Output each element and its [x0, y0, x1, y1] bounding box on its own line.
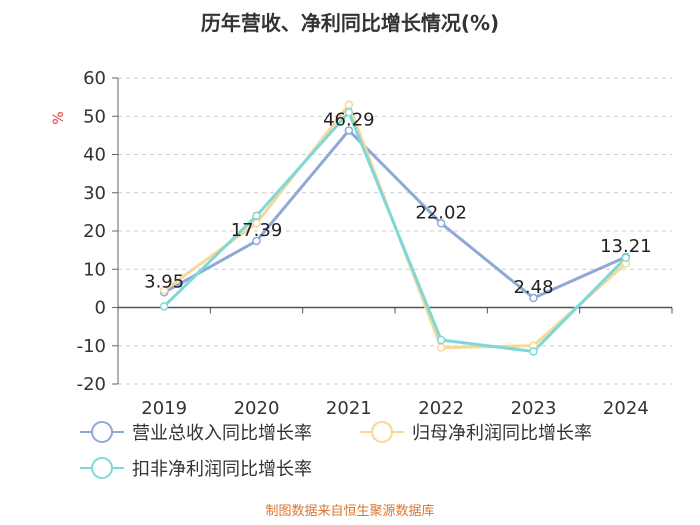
x-tick-label: 2021 [326, 398, 372, 419]
y-tick-label: 30 [83, 183, 106, 204]
x-tick-label: 2024 [603, 398, 649, 419]
data-label: 22.02 [415, 202, 467, 223]
data-labels: 3.95 17.39 46.29 22.02 2.48 13.21 [144, 109, 651, 298]
legend-marker [91, 457, 113, 479]
data-point[interactable] [344, 108, 354, 117]
legend-marker [91, 421, 113, 443]
y-tick-label: 60 [83, 68, 106, 89]
data-point[interactable] [159, 286, 169, 295]
data-label: 17.39 [231, 220, 283, 241]
y-tick-label: 10 [83, 259, 106, 280]
data-point[interactable] [436, 219, 446, 228]
data-label: 13.21 [600, 236, 652, 257]
x-tick-label: 2022 [418, 398, 464, 419]
legend-item-1[interactable]: 归母净利润同比增长率 [360, 421, 592, 444]
x-tick-label: 2023 [511, 398, 557, 419]
chart-title: 历年营收、净利同比增长情况(%) [201, 11, 499, 35]
legend-marker [371, 421, 393, 443]
source-note: 制图数据来自恒生聚源数据库 [265, 503, 434, 519]
data-point[interactable] [252, 211, 261, 220]
legend-label: 扣非净利润同比增长率 [132, 459, 312, 480]
data-point[interactable] [436, 335, 446, 345]
data-label: 2.48 [513, 277, 553, 298]
data-point[interactable] [252, 236, 261, 246]
data-label: 3.95 [144, 271, 184, 292]
series-line-0 [163, 128, 627, 300]
y-tick-label: 40 [83, 145, 106, 166]
legend-label: 营业总收入同比增长率 [132, 423, 312, 444]
axes: 60 50 40 30 20 10 0 -10 -20 2019 2020 2021 2022 2023 2… [77, 68, 673, 419]
data-label: 46.29 [323, 109, 375, 130]
legend-item-0[interactable]: 营业总收入同比增长率 [80, 421, 312, 444]
series-lines [163, 103, 627, 353]
y-tick-label: 50 [83, 106, 106, 127]
data-point[interactable] [159, 302, 169, 311]
data-point[interactable] [529, 347, 538, 356]
data-point[interactable] [529, 293, 538, 303]
legend-label: 归母净利润同比增长率 [412, 423, 592, 444]
data-point[interactable] [344, 100, 354, 110]
series-line-2 [163, 110, 627, 353]
y-axis-unit: % [51, 111, 67, 124]
series-points [159, 100, 631, 356]
x-tick-label: 2019 [141, 398, 187, 419]
data-point[interactable] [344, 126, 354, 135]
y-tick-label: 20 [83, 221, 106, 242]
y-tick-label: -10 [77, 336, 106, 357]
data-point[interactable] [436, 343, 446, 352]
x-tick-label: 2020 [234, 398, 280, 419]
data-point[interactable] [621, 253, 631, 263]
y-tick-label: -20 [77, 374, 106, 395]
y-tick-label: 0 [95, 298, 106, 319]
legend-item-2[interactable]: 扣非净利润同比增长率 [80, 457, 312, 480]
gridlines [118, 77, 672, 385]
